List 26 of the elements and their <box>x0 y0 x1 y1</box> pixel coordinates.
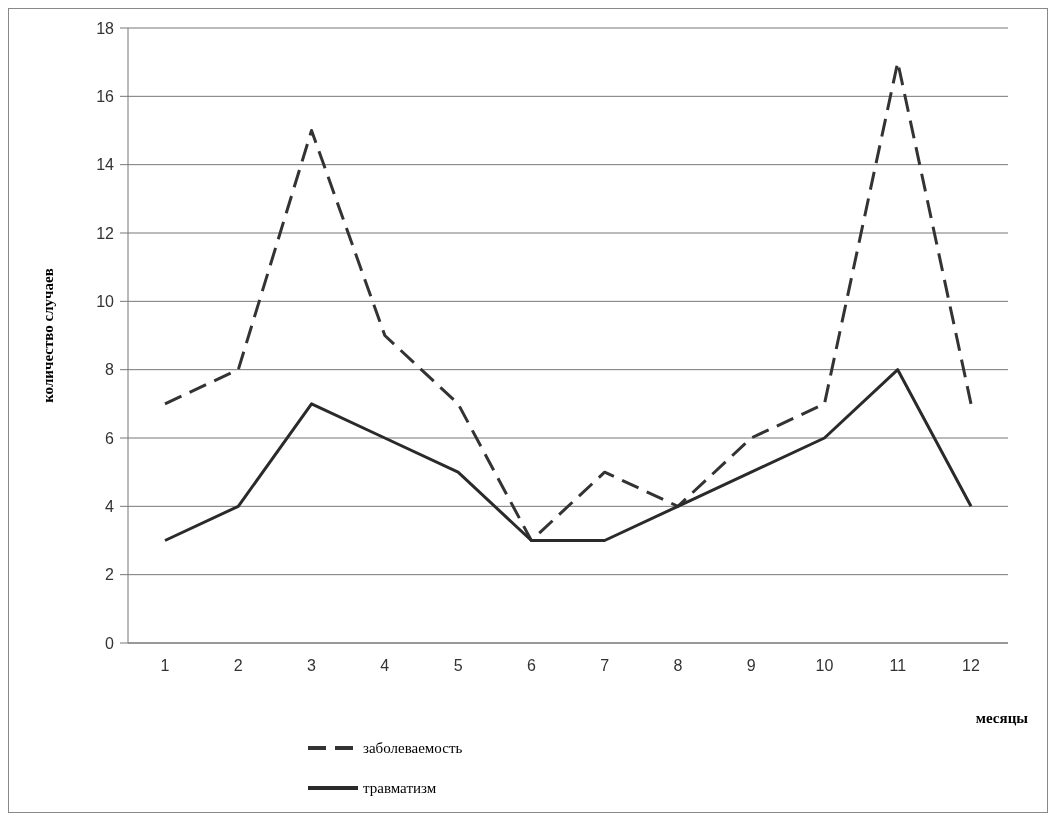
legend-label: травматизм <box>363 780 437 797</box>
y-tick-label: 6 <box>105 429 115 447</box>
x-tick-label: 7 <box>600 657 610 674</box>
x-tick-label: 4 <box>380 657 390 674</box>
x-tick-label: 3 <box>307 657 317 674</box>
x-tick-label: 5 <box>453 657 463 674</box>
legend-label: заболеваемость <box>363 740 463 757</box>
x-tick-label: 9 <box>746 657 756 674</box>
y-tick-label: 4 <box>105 497 115 515</box>
y-tick-label: 16 <box>96 87 115 105</box>
x-tick-label: 10 <box>815 657 834 674</box>
x-tick-label: 6 <box>526 657 536 674</box>
x-tick-label: 8 <box>673 657 683 674</box>
y-tick-label: 18 <box>96 19 115 37</box>
y-tick-label: 2 <box>105 566 115 584</box>
x-tick-label: 12 <box>962 657 980 674</box>
x-tick-label: 11 <box>889 657 907 674</box>
y-tick-label: 12 <box>96 224 115 242</box>
y-tick-label: 8 <box>105 361 115 379</box>
x-tick-label: 1 <box>160 657 170 674</box>
y-tick-label: 10 <box>96 292 115 310</box>
y-axis-title: количество случаев <box>40 268 56 403</box>
x-tick-label: 2 <box>233 657 243 674</box>
y-tick-label: 14 <box>96 156 115 174</box>
y-tick-label: 0 <box>105 634 115 652</box>
x-axis-title: месяцы <box>975 710 1029 726</box>
